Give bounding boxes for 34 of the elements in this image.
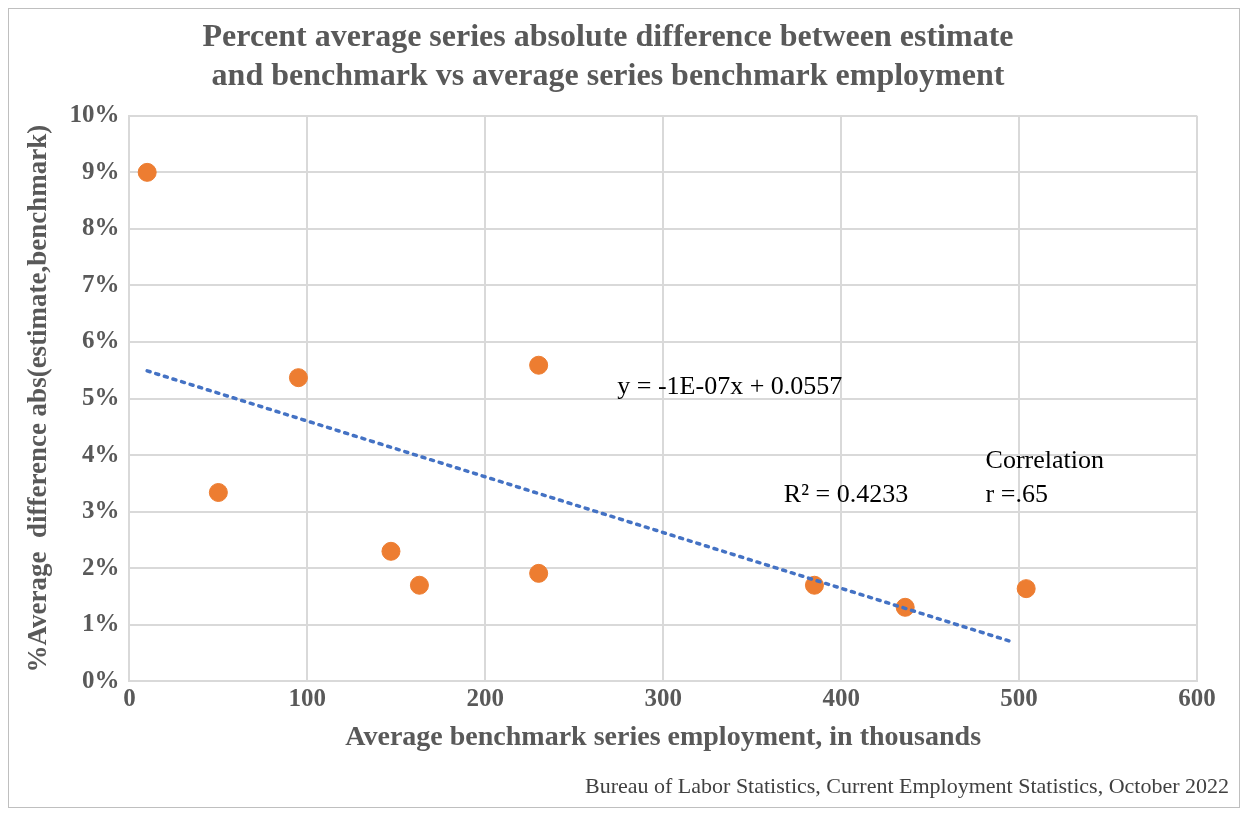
x-tick-label: 300 <box>644 683 682 711</box>
annotation: R² = 0.4233 <box>783 478 909 508</box>
point <box>381 541 401 561</box>
y-tick-label: 5% <box>81 383 120 411</box>
y-tick-label: 7% <box>81 269 120 297</box>
y-tick-label: 2% <box>81 552 120 580</box>
y-tick-label: 8% <box>81 213 120 241</box>
x-tick-label: 600 <box>1178 683 1216 711</box>
y-tick-label: 4% <box>81 439 120 467</box>
x-tick-label: 200 <box>466 683 505 711</box>
point <box>409 575 429 595</box>
point <box>288 368 308 388</box>
x-tick-label: 100 <box>288 683 327 711</box>
point <box>529 355 549 375</box>
y-tick-label: 3% <box>81 496 120 524</box>
annotation: y = -1E-07x + 0.0557 <box>617 371 843 401</box>
y-tick-label: 10% <box>69 100 120 128</box>
x-tick-label: 400 <box>822 683 860 711</box>
x-axis-title: Average benchmark series employment, in thousands <box>345 720 982 752</box>
y-tick-label: 0% <box>81 665 120 693</box>
point <box>137 162 157 182</box>
annotation: Correlation <box>985 444 1105 474</box>
chart-title: Percent average series absolute difference between estimate and benchmark vs average series benchmark employment <box>202 17 1014 92</box>
y-tick-label: 9% <box>81 156 120 184</box>
point <box>1016 579 1036 599</box>
text: Bureau of Labor Statistics, Current Employment Statistics, October 2022 <box>584 772 1230 800</box>
x-tick-label: 0 <box>123 683 136 711</box>
x-tick-label: 500 <box>1000 683 1038 711</box>
point <box>208 482 228 502</box>
annotation: r =.65 <box>985 478 1048 508</box>
point <box>529 563 549 583</box>
y-tick-label: 6% <box>81 326 120 354</box>
y-tick-label: 1% <box>81 609 120 637</box>
y-axis-title: %Average difference abs(estimate,benchmark) <box>22 124 53 673</box>
